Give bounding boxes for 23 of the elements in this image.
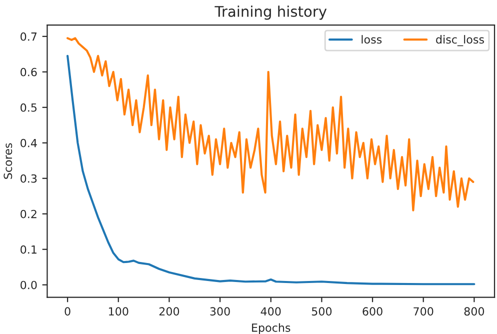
y-tick-label: 0.1 [20, 245, 36, 254]
y-axis-title: Scores [4, 143, 12, 179]
legend-label: loss [362, 35, 382, 44]
x-tick-label: 800 [464, 307, 484, 316]
x-tick-label: 400 [260, 307, 281, 316]
y-tick-label: 0.5 [20, 103, 37, 112]
y-tick-label: 0.4 [20, 138, 37, 148]
x-tick-label: 500 [312, 307, 332, 316]
y-tick-label: 0.7 [20, 32, 37, 41]
chart-title: Training history [214, 6, 327, 20]
legend-label: disc_loss [436, 35, 484, 46]
x-tick-label: 0 [64, 307, 70, 316]
x-axis-title: Epochs [252, 323, 290, 334]
y-tick-label: 0.6 [20, 68, 37, 76]
y-tick-label: 0.2 [20, 210, 36, 218]
x-tick-label: 700 [414, 307, 434, 316]
y-tick-label: 0.3 [20, 174, 37, 183]
line-series [66, 54, 476, 286]
x-tick-label: 300 [210, 307, 230, 316]
x-tick-label: 600 [362, 307, 382, 316]
x-tick-label: 200 [159, 307, 180, 316]
y-tick-label: 0.0 [20, 280, 37, 290]
x-tick-label: 100 [108, 307, 128, 316]
